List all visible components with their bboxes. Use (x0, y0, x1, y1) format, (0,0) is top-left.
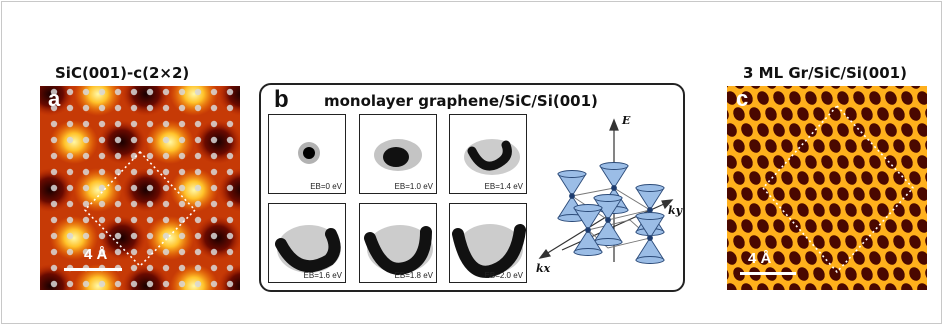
panel-a-letter: a (48, 86, 61, 111)
panel-a-scale-label: 4 Å (84, 246, 108, 263)
panel-b-letter: b (274, 86, 289, 113)
dirac-cones-schematic (532, 112, 680, 288)
panel-a-stm-image (40, 86, 240, 290)
arpes-spectrum-3: EB=1.6 eV (268, 203, 346, 283)
arpes-label-5: EB=2.0 eV (484, 271, 523, 280)
axis-e-label: E (622, 114, 631, 127)
panel-c-title: 3 ML Gr/SiC/Si(001) (743, 64, 907, 82)
panel-c-scale-bar (740, 272, 796, 275)
arpes-label-1: EB=1.0 eV (394, 182, 433, 191)
axis-ky-label: ky (668, 204, 683, 217)
panel-c-scale-label: 4 Å (748, 250, 772, 267)
panel-c-stm-image (727, 86, 927, 290)
panel-c-letter: c (736, 86, 749, 111)
arpes-label-2: EB=1.4 eV (484, 182, 523, 191)
arpes-label-4: EB=1.8 eV (394, 271, 433, 280)
arpes-spectrum-0: EB=0 eV (268, 114, 346, 194)
axis-kx-label: kx (536, 262, 551, 275)
arpes-label-0: EB=0 eV (310, 182, 342, 191)
arpes-spectrum-5: EB=2.0 eV (449, 203, 527, 283)
arpes-spectrum-2: EB=1.4 eV (449, 114, 527, 194)
arpes-spectrum-1: EB=1.0 eV (359, 114, 437, 194)
arpes-label-3: EB=1.6 eV (303, 271, 342, 280)
panel-b-title: monolayer graphene/SiC/Si(001) (324, 92, 598, 110)
arpes-spectrum-4: EB=1.8 eV (359, 203, 437, 283)
panel-a-title: SiC(001)-c(2×2) (55, 64, 190, 82)
panel-a-scale-bar (64, 268, 122, 271)
